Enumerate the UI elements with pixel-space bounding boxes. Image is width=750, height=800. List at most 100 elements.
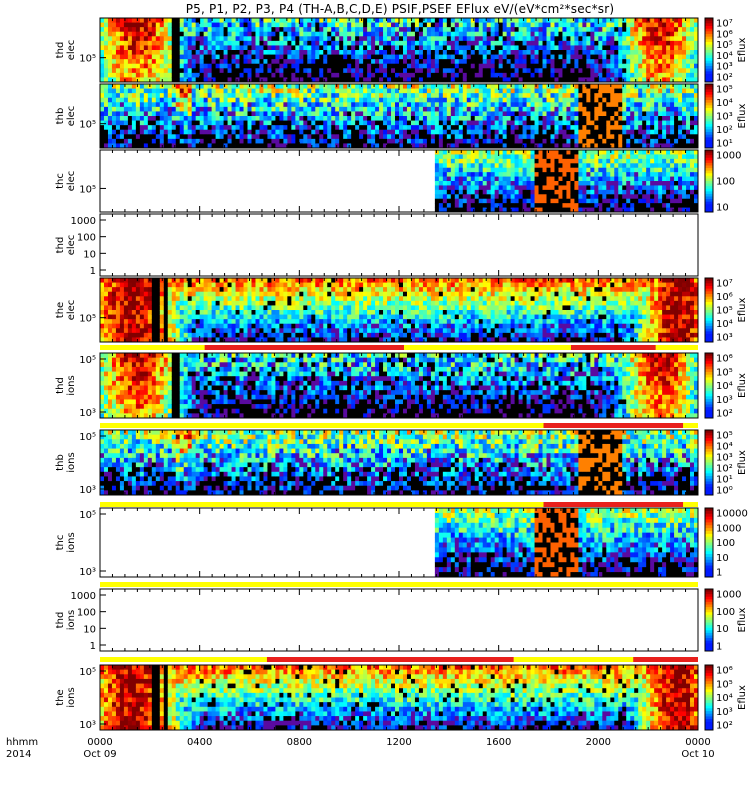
heatmap-cell xyxy=(506,134,512,140)
heatmap-cell xyxy=(666,50,671,55)
heatmap-cell xyxy=(554,150,559,155)
heatmap-cell xyxy=(486,50,492,55)
heatmap-cell xyxy=(183,120,189,126)
heatmap-cell xyxy=(666,72,671,78)
heatmap-cell xyxy=(646,97,651,103)
heatmap-cell xyxy=(111,106,117,112)
heatmap-cell xyxy=(590,31,595,37)
heatmap-cell xyxy=(466,45,472,51)
heatmap-cell xyxy=(630,120,635,126)
heatmap-cell xyxy=(339,129,344,135)
heatmap-cell xyxy=(195,45,201,51)
heatmap-cell xyxy=(550,93,555,99)
heatmap-cell xyxy=(367,54,372,60)
heatmap-cell xyxy=(418,63,424,69)
heatmap-cell xyxy=(215,54,220,60)
heatmap-cell xyxy=(207,125,213,131)
heatmap-cell xyxy=(399,22,404,28)
heatmap-cell xyxy=(155,22,161,28)
heatmap-cell xyxy=(626,88,631,94)
heatmap-cell xyxy=(470,185,476,191)
heatmap-cell xyxy=(263,54,268,60)
heatmap-cell xyxy=(203,97,209,103)
heatmap-cell xyxy=(363,31,368,37)
heatmap-cell xyxy=(470,154,476,160)
heatmap-cell xyxy=(339,93,344,99)
heatmap-cell xyxy=(418,106,424,112)
heatmap-cell xyxy=(438,27,444,33)
heatmap-cell xyxy=(658,27,663,33)
heatmap-cell xyxy=(267,18,272,23)
heatmap-cell xyxy=(307,31,312,37)
heatmap-cell xyxy=(530,77,535,83)
heatmap-cell xyxy=(410,63,416,69)
heatmap-cell xyxy=(646,59,651,65)
heatmap-cell xyxy=(530,54,535,60)
heatmap-cell xyxy=(387,129,392,135)
heatmap-cell xyxy=(438,102,444,108)
heatmap-cell xyxy=(658,106,663,112)
heatmap-cell xyxy=(303,129,308,135)
heatmap-cell xyxy=(466,31,472,37)
heatmap-cell xyxy=(247,134,252,140)
heatmap-cell xyxy=(566,116,571,121)
heatmap-cell xyxy=(135,40,141,46)
heatmap-cell xyxy=(506,129,512,135)
heatmap-cell xyxy=(546,36,551,42)
heatmap-cell xyxy=(682,84,687,89)
heatmap-cell xyxy=(251,111,256,117)
colorbar-frame xyxy=(704,83,714,149)
heatmap-cell xyxy=(422,27,428,33)
heatmap-cell xyxy=(634,50,639,55)
heatmap-cell xyxy=(690,129,695,135)
heatmap-cell xyxy=(626,27,631,33)
heatmap-cell xyxy=(351,77,356,83)
heatmap-cell xyxy=(418,36,424,42)
heatmap-cell xyxy=(271,72,276,78)
heatmap-cell xyxy=(582,50,587,55)
heatmap-cell xyxy=(482,194,488,200)
heatmap-cell xyxy=(574,93,579,99)
heatmap-cell xyxy=(446,54,452,60)
heatmap-cell xyxy=(111,143,117,149)
heatmap-cell xyxy=(438,181,444,186)
heatmap-cell xyxy=(618,84,623,89)
heatmap-cell xyxy=(594,102,599,108)
heatmap-cell xyxy=(522,22,527,28)
heatmap-cell xyxy=(482,134,488,140)
heatmap-cell xyxy=(686,129,691,135)
heatmap-cell xyxy=(470,120,476,126)
heatmap-cell xyxy=(139,97,145,103)
heatmap-cell xyxy=(538,84,543,89)
heatmap-cell xyxy=(179,18,185,23)
heatmap-cell xyxy=(259,31,264,37)
heatmap-cell xyxy=(690,134,695,140)
heatmap-cell xyxy=(594,72,599,78)
heatmap-cell xyxy=(522,138,527,144)
heatmap-cell xyxy=(131,18,137,23)
heatmap-cell xyxy=(418,72,424,78)
heatmap-cell xyxy=(514,102,519,108)
heatmap-cell xyxy=(347,120,352,126)
heatmap-cell xyxy=(215,97,220,103)
heatmap-cell xyxy=(171,134,177,140)
heatmap-cell xyxy=(303,97,308,103)
heatmap-cell xyxy=(430,102,436,108)
heatmap-cell xyxy=(299,36,304,42)
heatmap-cell xyxy=(391,134,396,140)
colorbar-cell xyxy=(705,26,713,30)
heatmap-cell xyxy=(259,97,264,103)
heatmap-cell xyxy=(295,84,300,89)
heatmap-cell xyxy=(171,27,177,33)
heatmap-cell xyxy=(470,181,476,186)
heatmap-cell xyxy=(566,203,571,208)
heatmap-cell xyxy=(383,72,388,78)
heatmap-cell xyxy=(135,102,141,108)
heatmap-cell xyxy=(522,84,527,89)
heatmap-cell xyxy=(442,194,448,200)
heatmap-cell xyxy=(247,88,252,94)
heatmap-cell xyxy=(191,125,197,131)
heatmap-cell xyxy=(231,129,236,135)
heatmap-cell xyxy=(155,106,161,112)
heatmap-cell xyxy=(331,134,336,140)
